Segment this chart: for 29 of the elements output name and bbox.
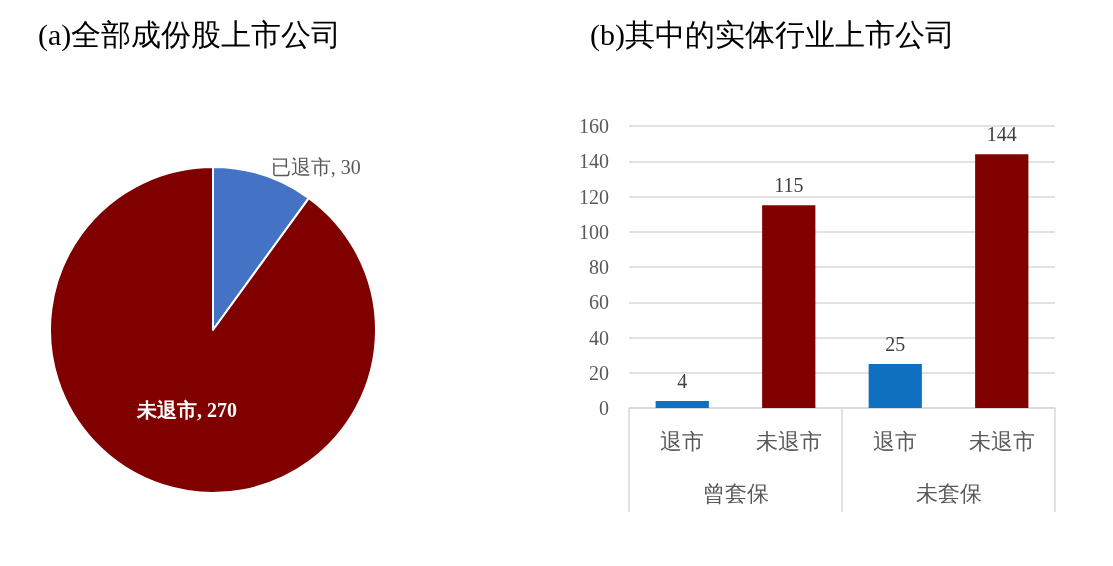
y-tick-label: 20 xyxy=(589,361,609,384)
y-tick-label: 80 xyxy=(589,256,609,278)
data-label: 4 xyxy=(677,369,688,392)
bar xyxy=(762,205,816,408)
data-label: , 30 xyxy=(330,156,361,179)
slice-label: 未退市 xyxy=(135,399,197,422)
x-tick-label: 未退市 xyxy=(968,428,1035,454)
y-tick-label: 40 xyxy=(589,326,609,349)
y-tick-label: 160 xyxy=(579,115,609,137)
text: 未套保 xyxy=(915,480,982,506)
bar xyxy=(655,400,709,408)
chart-title: (a)全部成份股上市公司 xyxy=(38,17,342,52)
y-tick-label: 140 xyxy=(579,150,609,173)
bar xyxy=(868,363,922,408)
data-label: 115 xyxy=(774,174,804,197)
y-tick-label: 60 xyxy=(589,291,609,314)
text: 曾套保 xyxy=(702,480,769,506)
y-tick-label: 0 xyxy=(599,397,609,419)
data-label: 25 xyxy=(885,332,906,355)
chart-title: (b)其中的实体行业上市公司 xyxy=(590,17,955,52)
data-label: 144 xyxy=(986,123,1017,146)
bar xyxy=(975,154,1029,408)
x-tick-label: 未退市 xyxy=(755,428,822,454)
y-tick-label: 100 xyxy=(579,220,609,243)
data-label: , 270 xyxy=(196,399,237,422)
x-tick-label: 退市 xyxy=(873,428,918,454)
x-tick-label: 退市 xyxy=(660,428,705,454)
slice-label: 已退市 xyxy=(270,156,331,179)
y-tick-label: 120 xyxy=(579,185,609,208)
